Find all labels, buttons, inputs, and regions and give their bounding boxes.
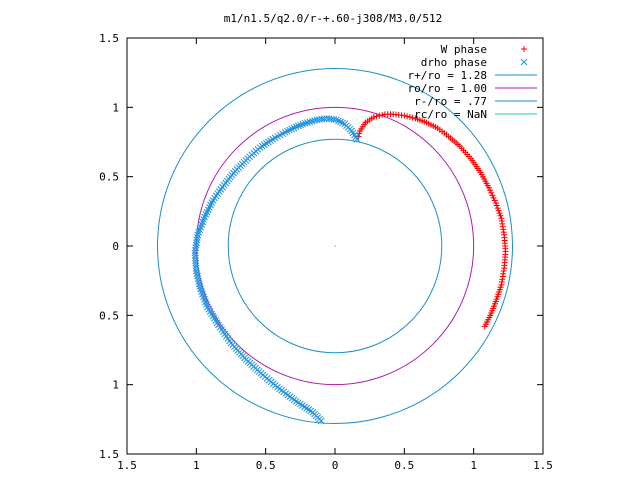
w-phase-point <box>485 184 492 191</box>
drho-phase-point <box>313 116 321 124</box>
w-phase-point <box>481 323 488 330</box>
w-phase-point <box>379 111 386 118</box>
legend-label: ro/ro = 1.00 <box>408 82 487 95</box>
y-tick-label: 1 <box>112 379 119 392</box>
y-tick-label: 1.5 <box>99 448 119 461</box>
w-phase-point <box>493 202 500 209</box>
w-phase-point <box>488 189 495 196</box>
radius-circles <box>157 68 513 424</box>
y-tick-label: 1.5 <box>99 32 119 45</box>
drho-phase-point <box>317 417 325 425</box>
legend-label: r+/ro = 1.28 <box>408 69 487 82</box>
drho-phase-point <box>191 247 199 254</box>
legend-label: r-/ro = .77 <box>414 95 487 108</box>
w-phase-point <box>491 197 498 204</box>
drho-phase-point <box>341 120 349 128</box>
w-phase-point <box>370 114 377 121</box>
y-tick-label: 1 <box>112 101 119 114</box>
x-tick-label: 0.5 <box>256 459 276 472</box>
drho-phase-point <box>191 252 199 259</box>
w-phase-point <box>496 210 503 217</box>
w-phase-point <box>487 187 494 194</box>
drho-phase-point <box>195 277 203 285</box>
origin-point <box>334 245 336 247</box>
w-phase-point <box>492 200 499 207</box>
legend-label: drho phase <box>421 56 487 69</box>
drho-phase-point <box>191 249 199 257</box>
y-tick-label: 0 <box>112 240 119 253</box>
x-tick-label: 0.5 <box>394 459 414 472</box>
drho-phase-point <box>335 117 342 125</box>
drho-phase-point <box>308 117 316 125</box>
x-tick-label: 1 <box>470 459 477 472</box>
w-phase-point <box>356 130 363 137</box>
series-1 <box>191 115 361 425</box>
drho-phase-point <box>339 119 346 127</box>
drho-phase-point <box>194 275 202 283</box>
axis-ticks: 1.5 1 0.5 0 0.5 1 1.51.510.500.511.5 <box>99 32 553 472</box>
drho-phase-point <box>194 272 201 280</box>
w-phase-point <box>494 205 501 212</box>
drho-phase-point <box>337 118 344 126</box>
w-phase-point <box>376 112 383 119</box>
w-phase-point <box>495 207 502 214</box>
y-tick-label: 0.5 <box>99 171 119 184</box>
radius-circle-0 <box>157 68 513 424</box>
radius-circle-2 <box>227 138 443 354</box>
data-series <box>191 111 509 425</box>
x-tick-label: 0 <box>332 459 339 472</box>
legend-marker <box>521 46 527 52</box>
w-phase-point <box>497 212 504 219</box>
drho-phase-point <box>297 121 304 129</box>
x-tick-label: 1 <box>193 459 200 472</box>
w-phase-point <box>404 113 411 120</box>
drho-phase-point <box>325 115 333 123</box>
drho-phase-point <box>295 122 302 130</box>
y-tick-label: 0.5 <box>99 309 119 322</box>
drho-phase-point <box>299 120 307 128</box>
chart-title: m1/n1.5/q2.0/r-+.60-j308/M3.0/512 <box>224 12 443 25</box>
legend-marker <box>520 58 528 66</box>
drho-phase-point <box>311 117 318 124</box>
drho-phase-point <box>193 270 201 277</box>
origin-marker <box>334 245 336 247</box>
drho-phase-point <box>303 119 311 126</box>
w-phase-point <box>406 114 413 121</box>
legend-label: W phase <box>441 43 487 56</box>
w-phase-point <box>409 114 416 121</box>
drho-phase-point <box>191 254 199 262</box>
drho-phase-point <box>192 257 199 265</box>
series-0 <box>355 111 509 330</box>
drho-phase-point <box>192 262 200 270</box>
x-tick-label: 1.5 <box>533 459 553 472</box>
w-phase-point <box>489 192 496 199</box>
drho-phase-point <box>195 280 203 288</box>
drho-phase-point <box>301 120 309 127</box>
w-phase-point <box>401 112 408 119</box>
drho-phase-point <box>192 259 200 267</box>
w-phase-point <box>373 113 380 120</box>
legend-label: rc/ro = NaN <box>414 108 487 121</box>
drho-phase-point <box>306 118 314 126</box>
x-tick-label: 1.5 <box>117 459 137 472</box>
w-phase-point <box>490 194 497 201</box>
drho-phase-point <box>196 283 204 290</box>
drho-phase-point <box>192 267 200 275</box>
